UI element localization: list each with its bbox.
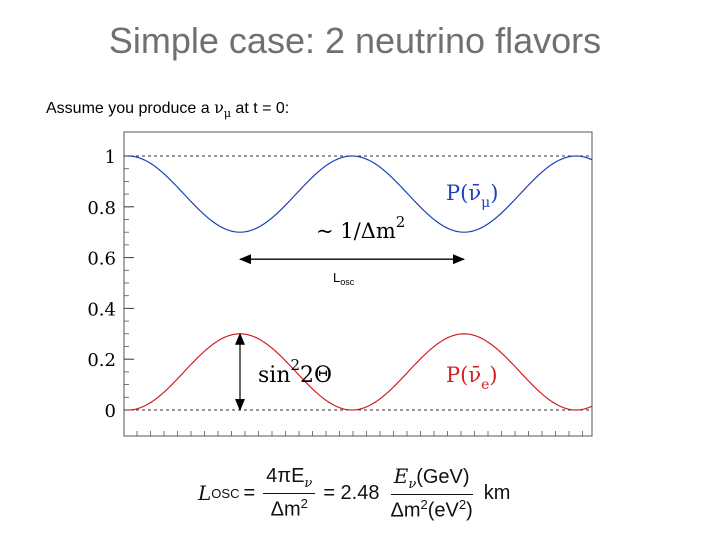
amplitude-label-sup: 2 — [291, 356, 301, 374]
formula-coefficient: = 2.48 — [323, 481, 380, 504]
formula-unit: km — [483, 481, 511, 504]
fraction-2-den-sup: 2 — [420, 496, 428, 512]
losc-label: Losc — [333, 270, 355, 287]
y-tick-label: 1 — [105, 147, 116, 168]
fraction-2-den-unit-sup: 2 — [458, 496, 467, 512]
subtitle-suffix: at t = 0: — [230, 100, 290, 117]
losc-label-main: L — [333, 270, 340, 285]
fraction-2-den-unit: (eV — [427, 499, 459, 522]
y-tick-label: 0 — [105, 401, 116, 422]
oscillation-length-formula: L OSC = 4πEν Δm2 = 2.48 Eν(GeV) Δm2(eV2) … — [198, 458, 514, 528]
formula-lhs: L — [198, 481, 212, 505]
amplitude-label-main: sin — [258, 363, 291, 388]
amplitude-label: sin22Θ — [258, 356, 332, 388]
series-label-mu-sub: μ — [481, 195, 490, 211]
fraction-2-denominator: Δm2(eV2) — [387, 495, 475, 523]
formula-fraction-1: 4πEν Δm2 — [263, 464, 316, 522]
series-label-mu-end: ) — [490, 181, 498, 205]
annotation-layer: ~ 1/Δm2 Losc sin22Θ — [235, 213, 465, 411]
fraction-2-num-sub: ν — [408, 476, 417, 492]
subtitle: Assume you produce a νμ at t = 0: — [46, 98, 289, 120]
fraction-2-den-unit-end: ) — [466, 499, 473, 522]
reference-lines — [124, 155, 592, 411]
series-layer — [127, 155, 593, 411]
fraction-2-num-text: E — [393, 463, 409, 488]
subtitle-prefix: Assume you produce a — [46, 100, 215, 117]
period-label: ~ 1/Δm2 — [316, 213, 405, 243]
fraction-2-num-unit: (GeV) — [416, 465, 470, 488]
fraction-1-den-sup: 2 — [300, 495, 308, 511]
fraction-1-den-text: Δm — [270, 498, 301, 521]
page-title: Simple case: 2 neutrino flavors — [108, 20, 602, 61]
formula-eq: = — [243, 481, 256, 504]
amplitude-label-end: 2Θ — [300, 363, 332, 388]
fraction-2-numerator: Eν(GeV) — [390, 463, 473, 495]
series-label-mu: P(ν̄μ) — [446, 181, 498, 211]
plot-frame-border — [123, 131, 593, 437]
fraction-1-denominator: Δm2 — [268, 494, 311, 522]
series-line-1 — [127, 333, 593, 411]
series-label-e-main: P(ν̄ — [446, 363, 481, 387]
period-label-main: ~ 1/Δm — [316, 219, 396, 243]
formula-lhs-sub: OSC — [211, 485, 240, 501]
series-label-e-sub: e — [481, 377, 489, 393]
formula-fraction-2: Eν(GeV) Δm2(eV2) — [387, 464, 475, 523]
plot-frame: 1 0.8 0.6 0.4 0.2 0 — [87, 131, 593, 437]
series-label-mu-main: P(ν̄ — [446, 181, 481, 205]
y-tick-label: 0.8 — [87, 198, 116, 219]
series-label-e: P(ν̄e) — [446, 363, 498, 393]
fraction-1-num-sub: ν — [304, 475, 313, 491]
series-labels: P(ν̄μ) P(ν̄e) — [446, 181, 498, 393]
fraction-1-num-text: 4πE — [266, 464, 305, 487]
series-line-0 — [127, 155, 593, 233]
mu-subscript: μ — [223, 107, 231, 121]
fraction-2-den-text: Δm — [390, 499, 421, 522]
period-label-sup: 2 — [396, 213, 406, 231]
nu-symbol: ν — [214, 98, 224, 117]
y-tick-label: 0.2 — [87, 350, 116, 371]
series-label-e-end: ) — [489, 363, 497, 387]
fraction-1-numerator: 4πEν — [263, 464, 316, 494]
y-tick-label: 0.4 — [87, 299, 116, 320]
losc-label-sub: osc — [340, 277, 355, 287]
y-tick-label: 0.6 — [87, 249, 116, 270]
